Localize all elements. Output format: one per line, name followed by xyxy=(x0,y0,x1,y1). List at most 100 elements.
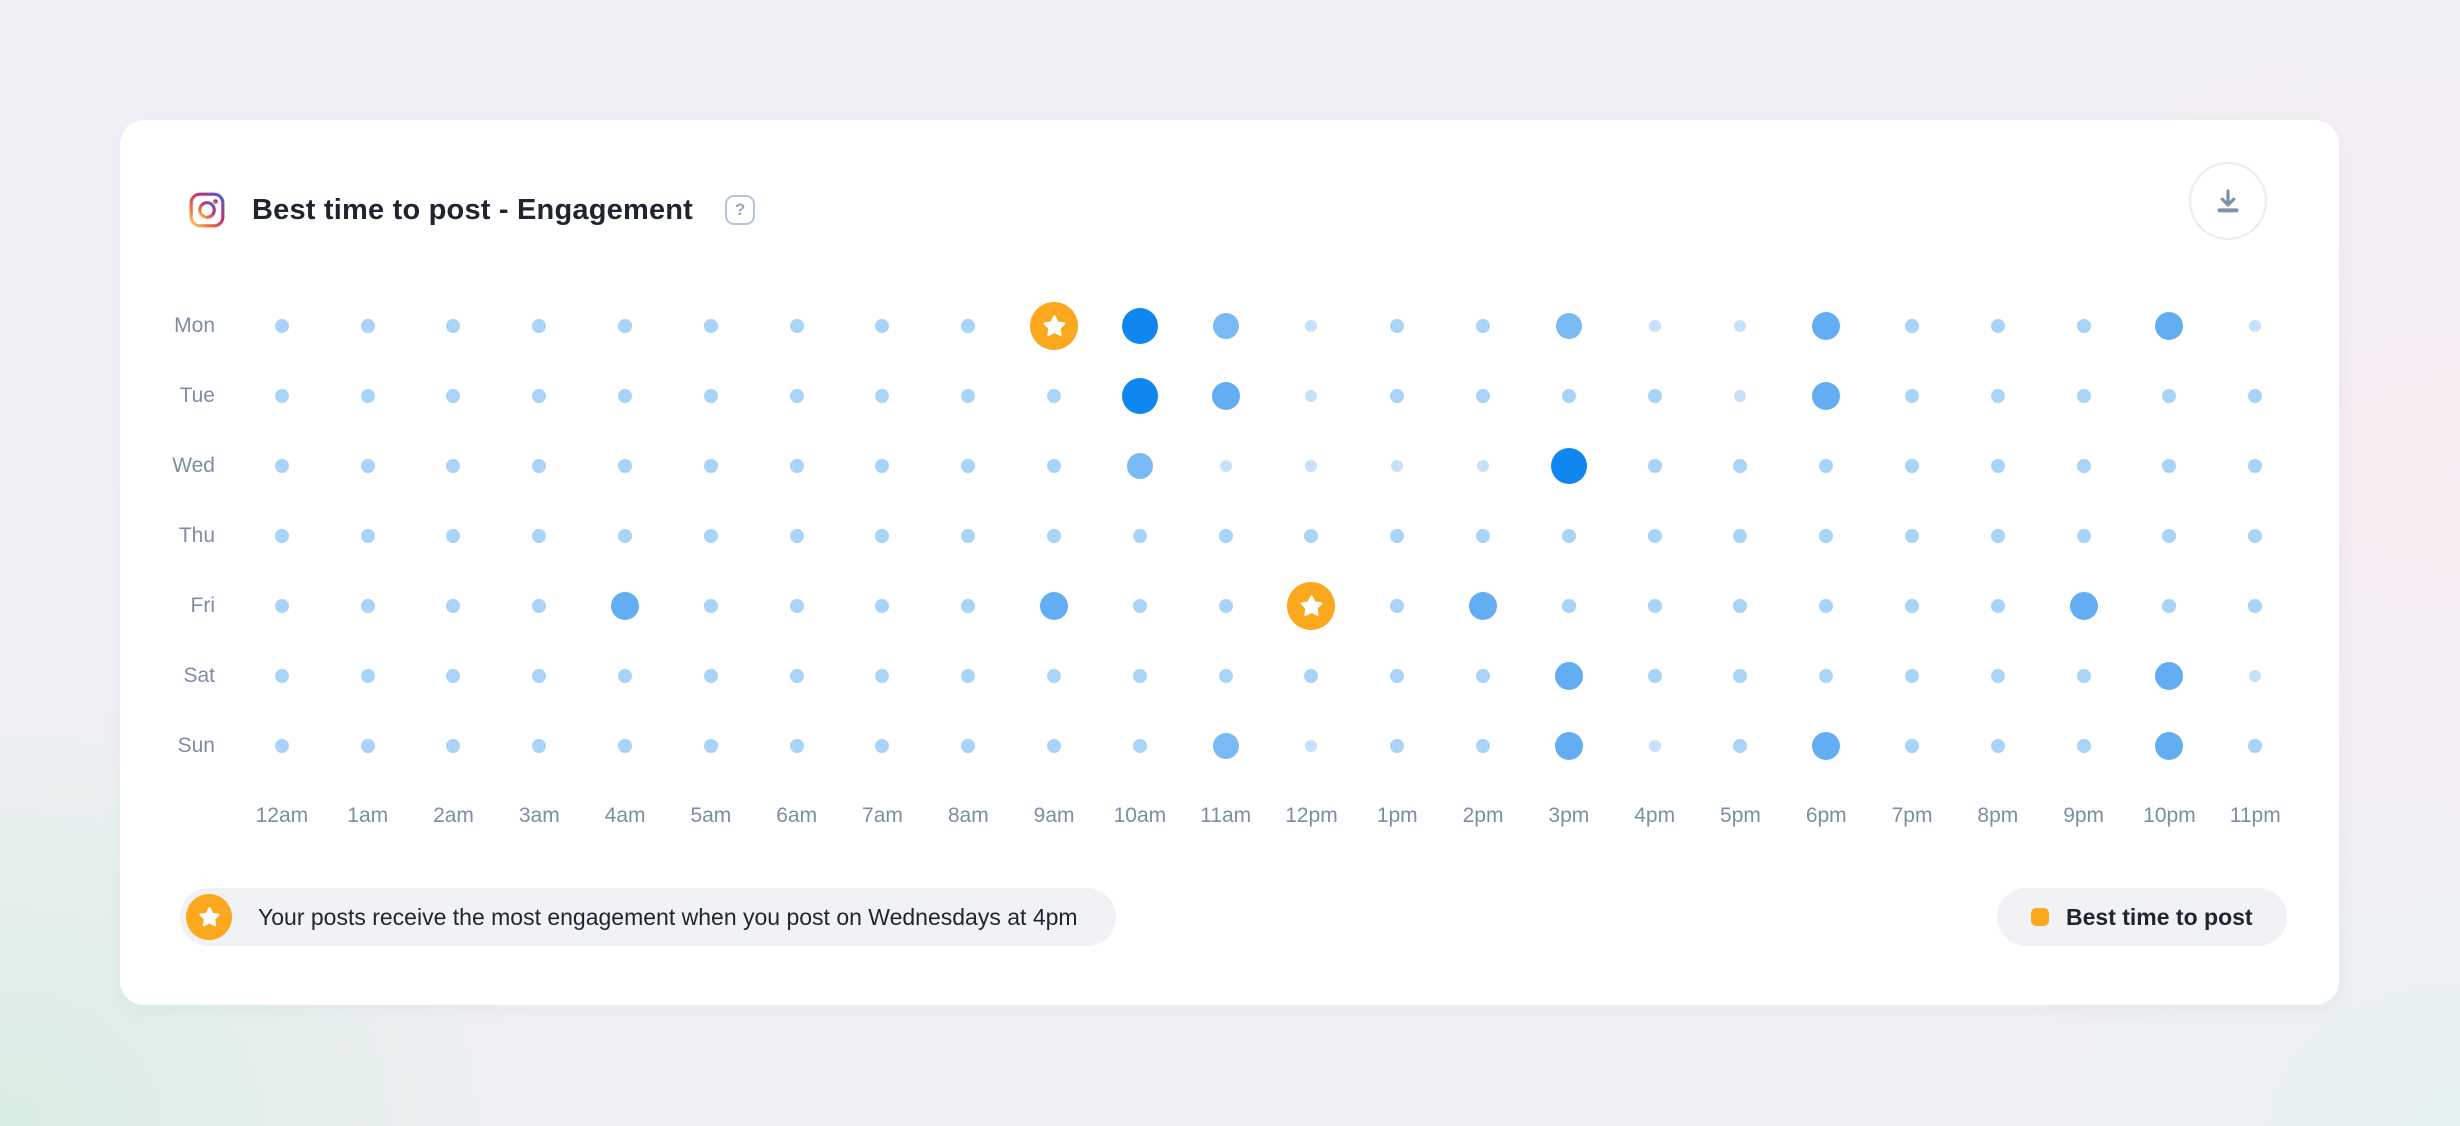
engagement-dot xyxy=(2076,529,2091,543)
hour-label: 3am xyxy=(518,804,560,827)
grid-cell xyxy=(961,389,976,403)
grid-cell xyxy=(532,739,547,753)
grid-cell xyxy=(360,669,375,683)
grid-cell xyxy=(789,319,804,333)
day-label: Sun xyxy=(177,734,215,757)
engagement-dot xyxy=(1905,319,1920,333)
engagement-dot xyxy=(2248,459,2263,473)
grid-cell xyxy=(1476,529,1491,543)
grid-cell xyxy=(532,669,547,683)
grid-cell xyxy=(1812,732,1841,760)
engagement-dot xyxy=(1819,459,1834,473)
engagement-dot xyxy=(618,459,633,473)
grid-cell xyxy=(1047,739,1062,753)
engagement-dot xyxy=(1554,662,1583,690)
engagement-dot xyxy=(274,599,289,613)
engagement-dot xyxy=(961,459,976,473)
engagement-dot xyxy=(1390,669,1405,683)
grid-cell xyxy=(1477,460,1490,472)
engagement-dot xyxy=(1218,529,1233,543)
grid-cell xyxy=(1905,529,1920,543)
engagement-dot xyxy=(274,529,289,543)
engagement-dot xyxy=(1047,739,1062,753)
engagement-dot xyxy=(1304,529,1319,543)
grid-cell xyxy=(1905,389,1920,403)
grid-cell xyxy=(1647,529,1662,543)
engagement-dot xyxy=(1047,669,1062,683)
grid-cell xyxy=(875,739,890,753)
grid-cell xyxy=(1647,459,1662,473)
engagement-dot xyxy=(1047,389,1062,403)
engagement-dot xyxy=(1132,529,1147,543)
grid-cell xyxy=(1905,459,1920,473)
day-label: Thu xyxy=(178,524,215,547)
engagement-dot xyxy=(274,389,289,403)
grid-cell xyxy=(1733,459,1748,473)
grid-cell xyxy=(2076,459,2091,473)
grid-cell xyxy=(360,319,375,333)
engagement-dot xyxy=(961,669,976,683)
engagement-dot xyxy=(446,389,461,403)
grid-cell xyxy=(2076,739,2091,753)
help-button[interactable]: ? xyxy=(725,195,756,225)
engagement-dot xyxy=(1477,460,1490,472)
insight-text: Your posts receive the most engagement w… xyxy=(258,903,1078,930)
grid-cell xyxy=(2248,599,2263,613)
engagement-dot xyxy=(532,739,547,753)
hour-label: 4pm xyxy=(1634,804,1676,827)
engagement-dot xyxy=(1554,732,1583,760)
engagement-dot xyxy=(532,669,547,683)
hour-label: 10pm xyxy=(2143,804,2196,827)
grid-cell xyxy=(961,459,976,473)
engagement-dot xyxy=(1990,459,2005,473)
engagement-dot xyxy=(961,739,976,753)
grid-cell xyxy=(1132,599,1147,613)
engagement-dot xyxy=(1476,319,1491,333)
engagement-dot xyxy=(1390,529,1405,543)
grid-cell xyxy=(1550,448,1587,484)
grid-cell xyxy=(618,459,633,473)
engagement-dot xyxy=(1647,389,1662,403)
engagement-dot xyxy=(1305,740,1318,752)
engagement-dot xyxy=(961,389,976,403)
engagement-dot xyxy=(961,319,976,333)
engagement-dot xyxy=(2248,529,2263,543)
engagement-dot xyxy=(618,319,633,333)
engagement-dot xyxy=(1990,529,2005,543)
engagement-dot xyxy=(1555,313,1582,339)
engagement-dot xyxy=(360,319,375,333)
grid-cell xyxy=(360,739,375,753)
grid-cell xyxy=(2076,319,2091,333)
engagement-dot xyxy=(532,599,547,613)
grid-cell xyxy=(1648,740,1661,752)
engagement-dot xyxy=(1219,460,1232,472)
engagement-dot xyxy=(703,669,718,683)
download-button[interactable] xyxy=(2189,162,2267,240)
grid-cell xyxy=(1733,739,1748,753)
grid-cell xyxy=(274,669,289,683)
engagement-dot xyxy=(1132,669,1147,683)
hour-label: 3pm xyxy=(1548,804,1590,827)
grid-cell xyxy=(532,529,547,543)
engagement-dot xyxy=(2162,599,2177,613)
grid-cell xyxy=(1734,390,1747,402)
engagement-dot xyxy=(1476,669,1491,683)
engagement-dot xyxy=(532,389,547,403)
engagement-dot xyxy=(1905,389,1920,403)
grid-cell xyxy=(1390,599,1405,613)
engagement-dot xyxy=(703,739,718,753)
engagement-dot xyxy=(1040,592,1069,620)
grid-cell xyxy=(1905,599,1920,613)
best-time-card: Best time to post - Engagement ? Mon Tue W… xyxy=(120,120,2339,1005)
day-label: Tue xyxy=(179,384,215,407)
grid-cell xyxy=(2248,529,2263,543)
engagement-dot xyxy=(961,599,976,613)
engagement-dot xyxy=(1647,459,1662,473)
grid-cell xyxy=(1476,739,1491,753)
engagement-dot xyxy=(611,592,640,620)
engagement-dot xyxy=(1212,313,1239,339)
engagement-dot xyxy=(703,319,718,333)
engagement-dot xyxy=(274,319,289,333)
engagement-dot xyxy=(360,739,375,753)
